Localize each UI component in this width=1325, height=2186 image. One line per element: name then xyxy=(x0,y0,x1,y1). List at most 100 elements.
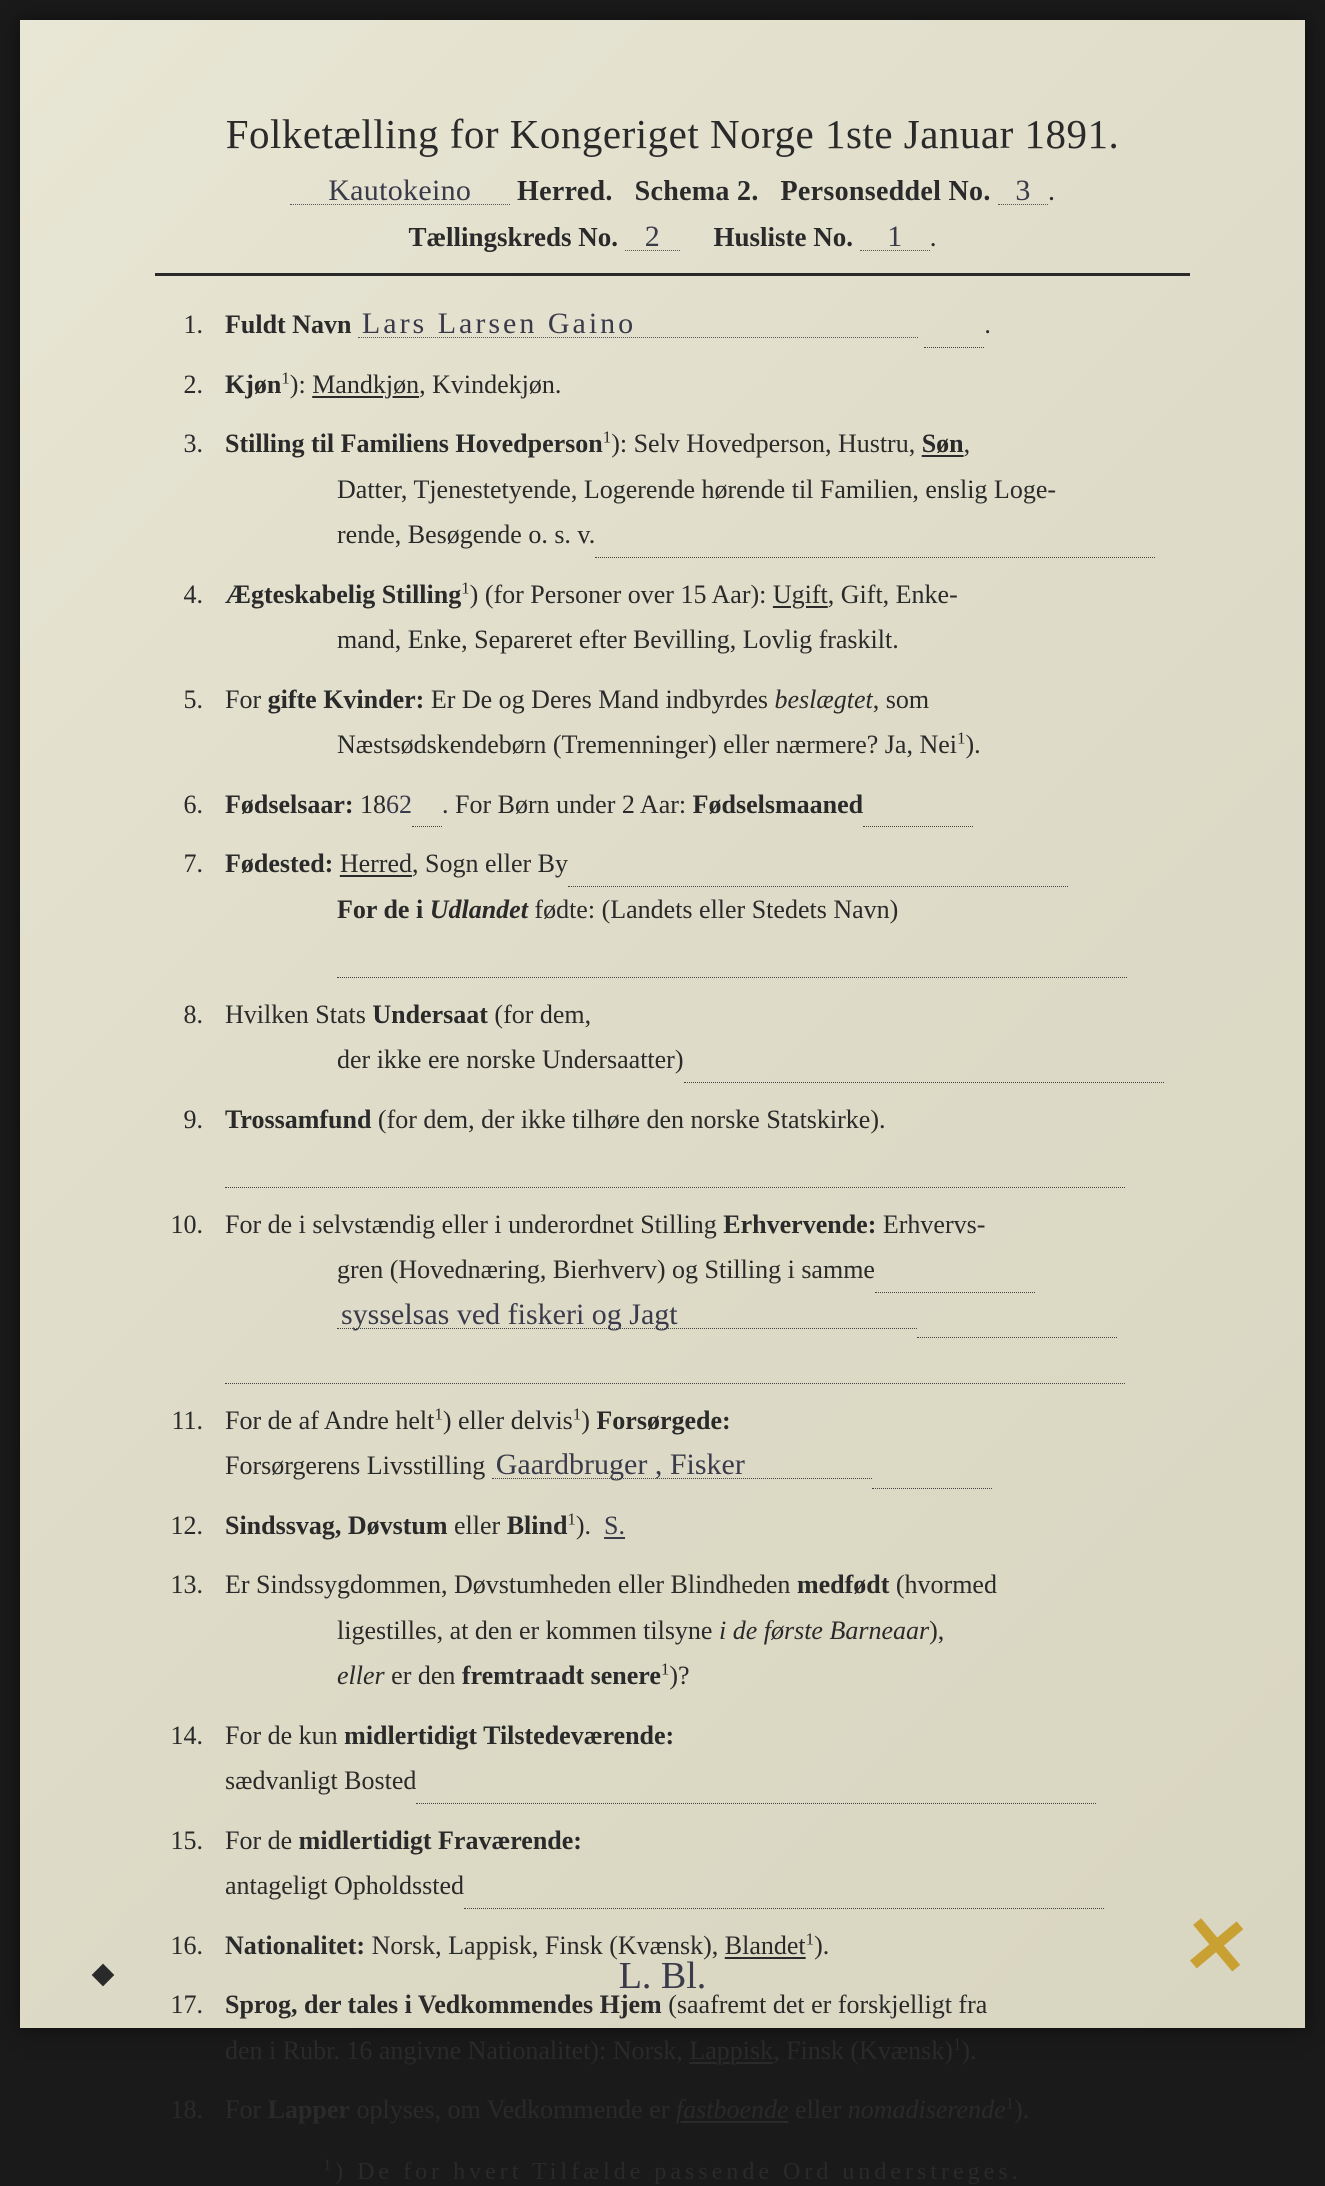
text-line: sædvanligt Bosted xyxy=(225,1758,1190,1804)
item-num: 11. xyxy=(155,1398,225,1489)
label-undersaat: Undersaat xyxy=(372,1000,488,1029)
sup: 1 xyxy=(1006,2093,1014,2112)
selected-mandkjon: Mandkjøn xyxy=(312,370,419,399)
text: den i Rubr. 16 angivne Nationalitet): No… xyxy=(225,2036,689,2065)
text: For de i selvstændig eller i underordnet… xyxy=(225,1210,723,1239)
text-line: ligestilles, at den er kommen tilsyne i … xyxy=(225,1608,1190,1654)
text: antageligt Opholdssted xyxy=(225,1871,464,1900)
label-gifte-kvinder: gifte Kvinder: xyxy=(268,685,425,714)
dotfill xyxy=(412,801,442,827)
item-15: 15. For de midlertidigt Fraværende: anta… xyxy=(155,1818,1190,1909)
text: Erhvervs- xyxy=(876,1210,985,1239)
item-num: 1. xyxy=(155,302,225,348)
item-content: Kjøn1): Mandkjøn, Kvindekjøn. xyxy=(225,362,1190,408)
label-fodselsmaaned: Fødselsmaaned xyxy=(693,790,863,819)
item-num: 17. xyxy=(155,1982,225,2073)
text-line: Forsørgerens Livsstilling Gaardbruger , … xyxy=(225,1443,1190,1489)
text: (for dem, xyxy=(488,1000,591,1029)
item-content: Fuldt Navn Lars Larsen Gaino . xyxy=(225,302,1190,348)
text: eller xyxy=(789,2095,848,2124)
item-4: 4. Ægteskabelig Stilling1) (for Personer… xyxy=(155,572,1190,663)
dotfill xyxy=(225,1358,1125,1384)
header-divider xyxy=(155,273,1190,276)
text-line: Datter, Tjenestetyende, Logerende hørend… xyxy=(225,467,1190,513)
text: rende, Besøgende o. s. v. xyxy=(337,520,595,549)
text: der ikke ere norske Undersaatter) xyxy=(337,1045,684,1074)
text: ): xyxy=(290,370,312,399)
value-provider: Gaardbruger , Fisker xyxy=(492,1451,872,1479)
form-items: 1. Fuldt Navn Lars Larsen Gaino . 2. Kjø… xyxy=(155,302,1190,2133)
dotfill xyxy=(924,322,984,348)
item-num: 4. xyxy=(155,572,225,663)
punch-hole xyxy=(92,1964,115,1987)
item-content: Sprog, der tales i Vedkommendes Hjem (sa… xyxy=(225,1982,1190,2073)
herred-label: Herred. xyxy=(517,176,613,207)
item-content: Er Sindssygdommen, Døvstumheden eller Bl… xyxy=(225,1562,1190,1699)
label-tilstede: midlertidigt Tilstedeværende: xyxy=(344,1721,674,1750)
item-content: Ægteskabelig Stilling1) (for Personer ov… xyxy=(225,572,1190,663)
value-year: 62 xyxy=(386,790,412,819)
text: ligestilles, at den er kommen tilsyne xyxy=(337,1616,719,1645)
text: (for dem, der ikke tilhøre den norske St… xyxy=(371,1105,885,1134)
text: eller xyxy=(454,1511,507,1540)
item-content: Fødselsaar: 1862. For Børn under 2 Aar: … xyxy=(225,782,1190,828)
text: ) xyxy=(581,1406,596,1435)
label-stilling: Stilling til Familiens Hovedperson xyxy=(225,429,603,458)
text: , Kvindekjøn. xyxy=(419,370,561,399)
item-content: Nationalitet: Norsk, Lappisk, Finsk (Kvæ… xyxy=(225,1923,1190,1969)
item-num: 18. xyxy=(155,2087,225,2133)
dotfill xyxy=(684,1057,1164,1083)
dotfill xyxy=(568,861,1068,887)
text-line: eller er den fremtraadt senere1)? xyxy=(225,1653,1190,1699)
sup: 1 xyxy=(573,1404,581,1423)
text: , som xyxy=(873,685,929,714)
sup: 1 xyxy=(434,1404,442,1423)
text: (hvormed xyxy=(889,1570,997,1599)
text: oplyses, om Vedkommende er xyxy=(350,2095,676,2124)
text-italic: i de første Barneaar xyxy=(719,1616,929,1645)
item-num: 7. xyxy=(155,841,225,978)
item-content: For de midlertidigt Fraværende: antageli… xyxy=(225,1818,1190,1909)
value-occupation: sysselsas ved fiskeri og Jagt xyxy=(337,1301,917,1329)
subheader-line-2: Tællingskreds No. 2 Husliste No. 1. xyxy=(155,222,1190,253)
text: . For Børn under 2 Aar: xyxy=(442,790,693,819)
text-line xyxy=(225,932,1190,978)
label-aegteskab: Ægteskabelig Stilling xyxy=(225,580,461,609)
label-fuldt-navn: Fuldt Navn xyxy=(225,310,351,339)
text: Forsørgerens Livsstilling xyxy=(225,1451,485,1480)
dotfill xyxy=(337,952,1127,978)
item-content: For Lapper oplyses, om Vedkommende er fa… xyxy=(225,2087,1190,2133)
text: For xyxy=(225,685,268,714)
text: For de kun xyxy=(225,1721,344,1750)
selected-son: Søn xyxy=(922,429,964,458)
item-1: 1. Fuldt Navn Lars Larsen Gaino . xyxy=(155,302,1190,348)
dotfill xyxy=(416,1778,1096,1804)
item-content: For gifte Kvinder: Er De og Deres Mand i… xyxy=(225,677,1190,768)
dotfill xyxy=(917,1312,1117,1338)
item-3: 3. Stilling til Familiens Hovedperson1):… xyxy=(155,421,1190,558)
label-fodested: Fødested: xyxy=(225,849,333,878)
item-content: Sindssvag, Døvstum eller Blind1). S. xyxy=(225,1503,1190,1549)
text-italic: Udlandet xyxy=(430,895,528,924)
label-forsorgede: Forsørgede: xyxy=(596,1406,730,1435)
text-line: gren (Hovednæring, Bierhverv) og Stillin… xyxy=(225,1247,1190,1293)
text-italic: beslægtet xyxy=(775,685,873,714)
item-content: Stilling til Familiens Hovedperson1): Se… xyxy=(225,421,1190,558)
form-header: Folketælling for Kongeriget Norge 1ste J… xyxy=(155,110,1190,253)
text: Er De og Deres Mand indbyrdes xyxy=(424,685,774,714)
value-name: Lars Larsen Gaino xyxy=(358,310,918,338)
selected-blandet: Blandet xyxy=(725,1931,806,1960)
item-num: 9. xyxy=(155,1097,225,1188)
text: , Sogn eller By xyxy=(412,849,568,878)
text: er den xyxy=(385,1661,462,1690)
text: ). xyxy=(961,2036,976,2065)
sup: 1 xyxy=(603,427,611,446)
text-italic: eller xyxy=(337,1661,385,1690)
item-10: 10. For de i selvstændig eller i underor… xyxy=(155,1202,1190,1384)
text-line: Næstsødskendebørn (Tremenninger) eller n… xyxy=(225,722,1190,768)
personseddel-no: 3 xyxy=(998,177,1048,205)
text: ): Selv Hovedperson, Hustru, xyxy=(611,429,922,458)
dotfill xyxy=(595,532,1155,558)
bottom-signature: L. Bl. xyxy=(619,1954,707,1998)
text: 18 xyxy=(354,790,387,819)
